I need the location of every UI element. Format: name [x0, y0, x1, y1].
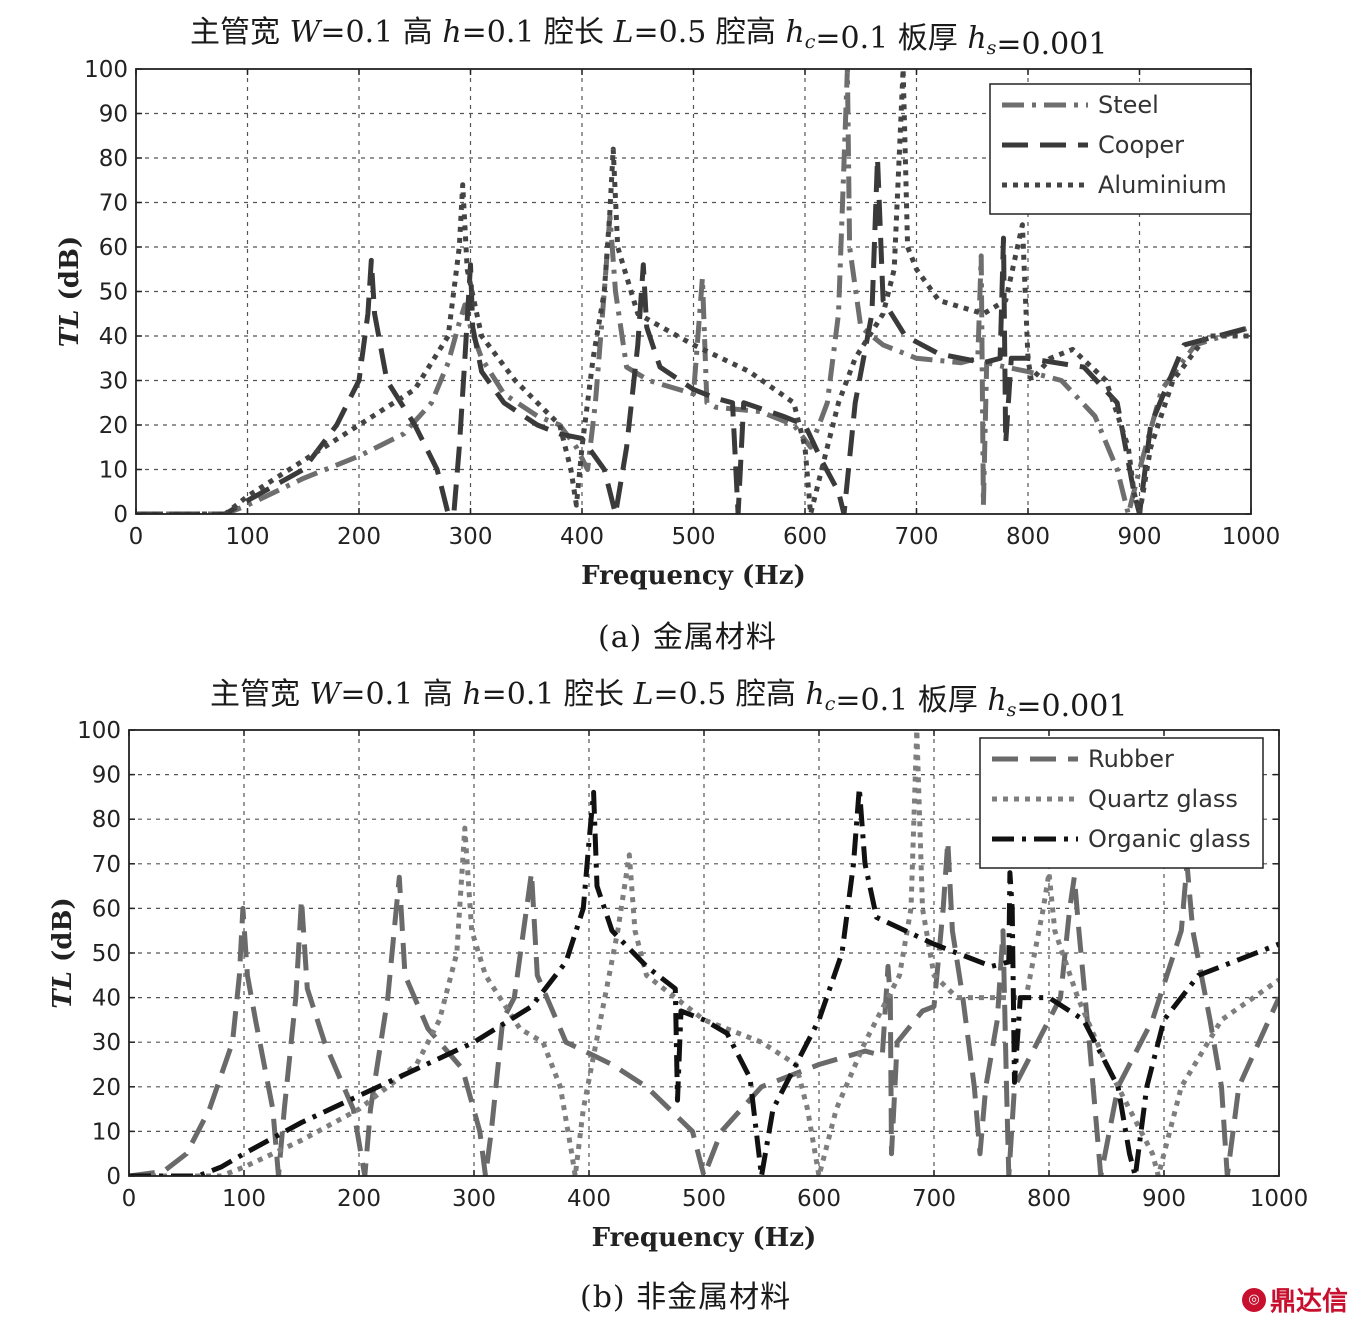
y-tick-label: 90	[92, 763, 121, 789]
y-axis-label: TL (dB)	[48, 897, 78, 1008]
y-tick-label: 50	[99, 280, 128, 306]
figure-a: 主管宽 W=0.1 高 h=0.1 腔长 L=0.5 腔高 hc=0.1 板厚 …	[0, 0, 1356, 660]
y-tick-label: 30	[92, 1030, 121, 1056]
figure-b: 主管宽 W=0.1 高 h=0.1 腔长 L=0.5 腔高 hc=0.1 板厚 …	[0, 660, 1356, 1324]
x-tick-label: 1000	[1250, 1186, 1309, 1212]
legend: Steel Cooper Aluminium	[989, 83, 1252, 215]
plot-frame	[135, 68, 1252, 515]
y-tick-label: 20	[92, 1075, 121, 1101]
x-tick-label: 600	[783, 524, 827, 550]
y-axis-label: TL (dB)	[55, 236, 85, 347]
x-tick-label: 500	[682, 1186, 726, 1212]
x-tick-label: 400	[560, 524, 604, 550]
legend-label: Organic glass	[1088, 825, 1251, 853]
series-line-aluminium	[136, 69, 1251, 514]
y-tick-label: 80	[92, 807, 121, 833]
x-tick-label: 200	[337, 1186, 381, 1212]
y-tick-label: 80	[99, 146, 128, 172]
y-tick-label: 70	[92, 852, 121, 878]
x-axis-label: Frequency (Hz)	[581, 561, 806, 591]
x-tick-label: 100	[222, 1186, 266, 1212]
watermark-text: 鼎达信	[1269, 1287, 1348, 1317]
legend-label: Steel	[1098, 91, 1159, 119]
x-tick-label: 800	[1027, 1186, 1071, 1212]
chart-b: 主管宽 W=0.1 高 h=0.1 腔长 L=0.5 腔高 hc=0.1 板厚 …	[48, 677, 1309, 1253]
brand-logo-icon: ◎	[1241, 1287, 1266, 1312]
x-tick-label: 900	[1142, 1186, 1186, 1212]
series-line-cooper	[136, 155, 1251, 514]
series-line-rubber	[129, 839, 1279, 1176]
x-tick-label: 600	[797, 1186, 841, 1212]
legend-label: Quartz glass	[1088, 785, 1238, 813]
series-line-steel	[136, 69, 1251, 514]
y-tick-label: 70	[99, 191, 128, 217]
x-tick-label: 700	[912, 1186, 956, 1212]
caption-a: (a) 金属材料	[598, 620, 777, 655]
y-tick-label: 100	[84, 57, 128, 83]
chart-title: 主管宽 W=0.1 高 h=0.1 腔长 L=0.5 腔高 hc=0.1 板厚 …	[210, 677, 1127, 724]
x-tick-label: 300	[452, 1186, 496, 1212]
series-line-organic-glass	[129, 785, 1279, 1176]
x-tick-label: 800	[1006, 524, 1050, 550]
x-tick-label: 0	[122, 1186, 137, 1212]
x-tick-label: 1000	[1222, 524, 1281, 550]
y-tick-label: 0	[113, 502, 128, 528]
y-tick-label: 20	[99, 413, 128, 439]
y-tick-label: 50	[92, 941, 121, 967]
x-tick-label: 100	[226, 524, 270, 550]
caption-b: (b) 非金属材料	[580, 1280, 792, 1315]
x-axis-label: Frequency (Hz)	[592, 1223, 817, 1253]
y-tick-label: 10	[92, 1119, 121, 1145]
chart-a: 主管宽 W=0.1 高 h=0.1 腔长 L=0.5 腔高 hc=0.1 板厚 …	[55, 15, 1281, 591]
x-tick-label: 700	[895, 524, 939, 550]
watermark: ◎ 鼎达信	[1241, 1281, 1348, 1318]
x-tick-label: 0	[129, 524, 144, 550]
legend-label: Aluminium	[1098, 171, 1227, 199]
chart-title: 主管宽 W=0.1 高 h=0.1 腔长 L=0.5 腔高 hc=0.1 板厚 …	[190, 15, 1107, 62]
y-tick-label: 40	[99, 324, 128, 350]
x-tick-label: 400	[567, 1186, 611, 1212]
series-line-quartz-glass	[129, 730, 1279, 1176]
y-tick-label: 60	[99, 235, 128, 261]
x-tick-label: 500	[672, 524, 716, 550]
x-tick-label: 900	[1118, 524, 1162, 550]
x-tick-label: 200	[337, 524, 381, 550]
legend-label: Cooper	[1098, 131, 1184, 159]
y-tick-label: 100	[77, 718, 121, 744]
y-tick-label: 40	[92, 986, 121, 1012]
legend-label: Rubber	[1088, 745, 1174, 773]
y-tick-label: 90	[99, 102, 128, 128]
y-tick-label: 0	[106, 1164, 121, 1190]
y-tick-label: 30	[99, 369, 128, 395]
plot-frame	[128, 729, 1280, 1177]
x-tick-label: 300	[449, 524, 493, 550]
y-tick-label: 10	[99, 458, 128, 484]
legend: Rubber Quartz glass Organic glass	[979, 737, 1264, 869]
y-tick-label: 60	[92, 896, 121, 922]
